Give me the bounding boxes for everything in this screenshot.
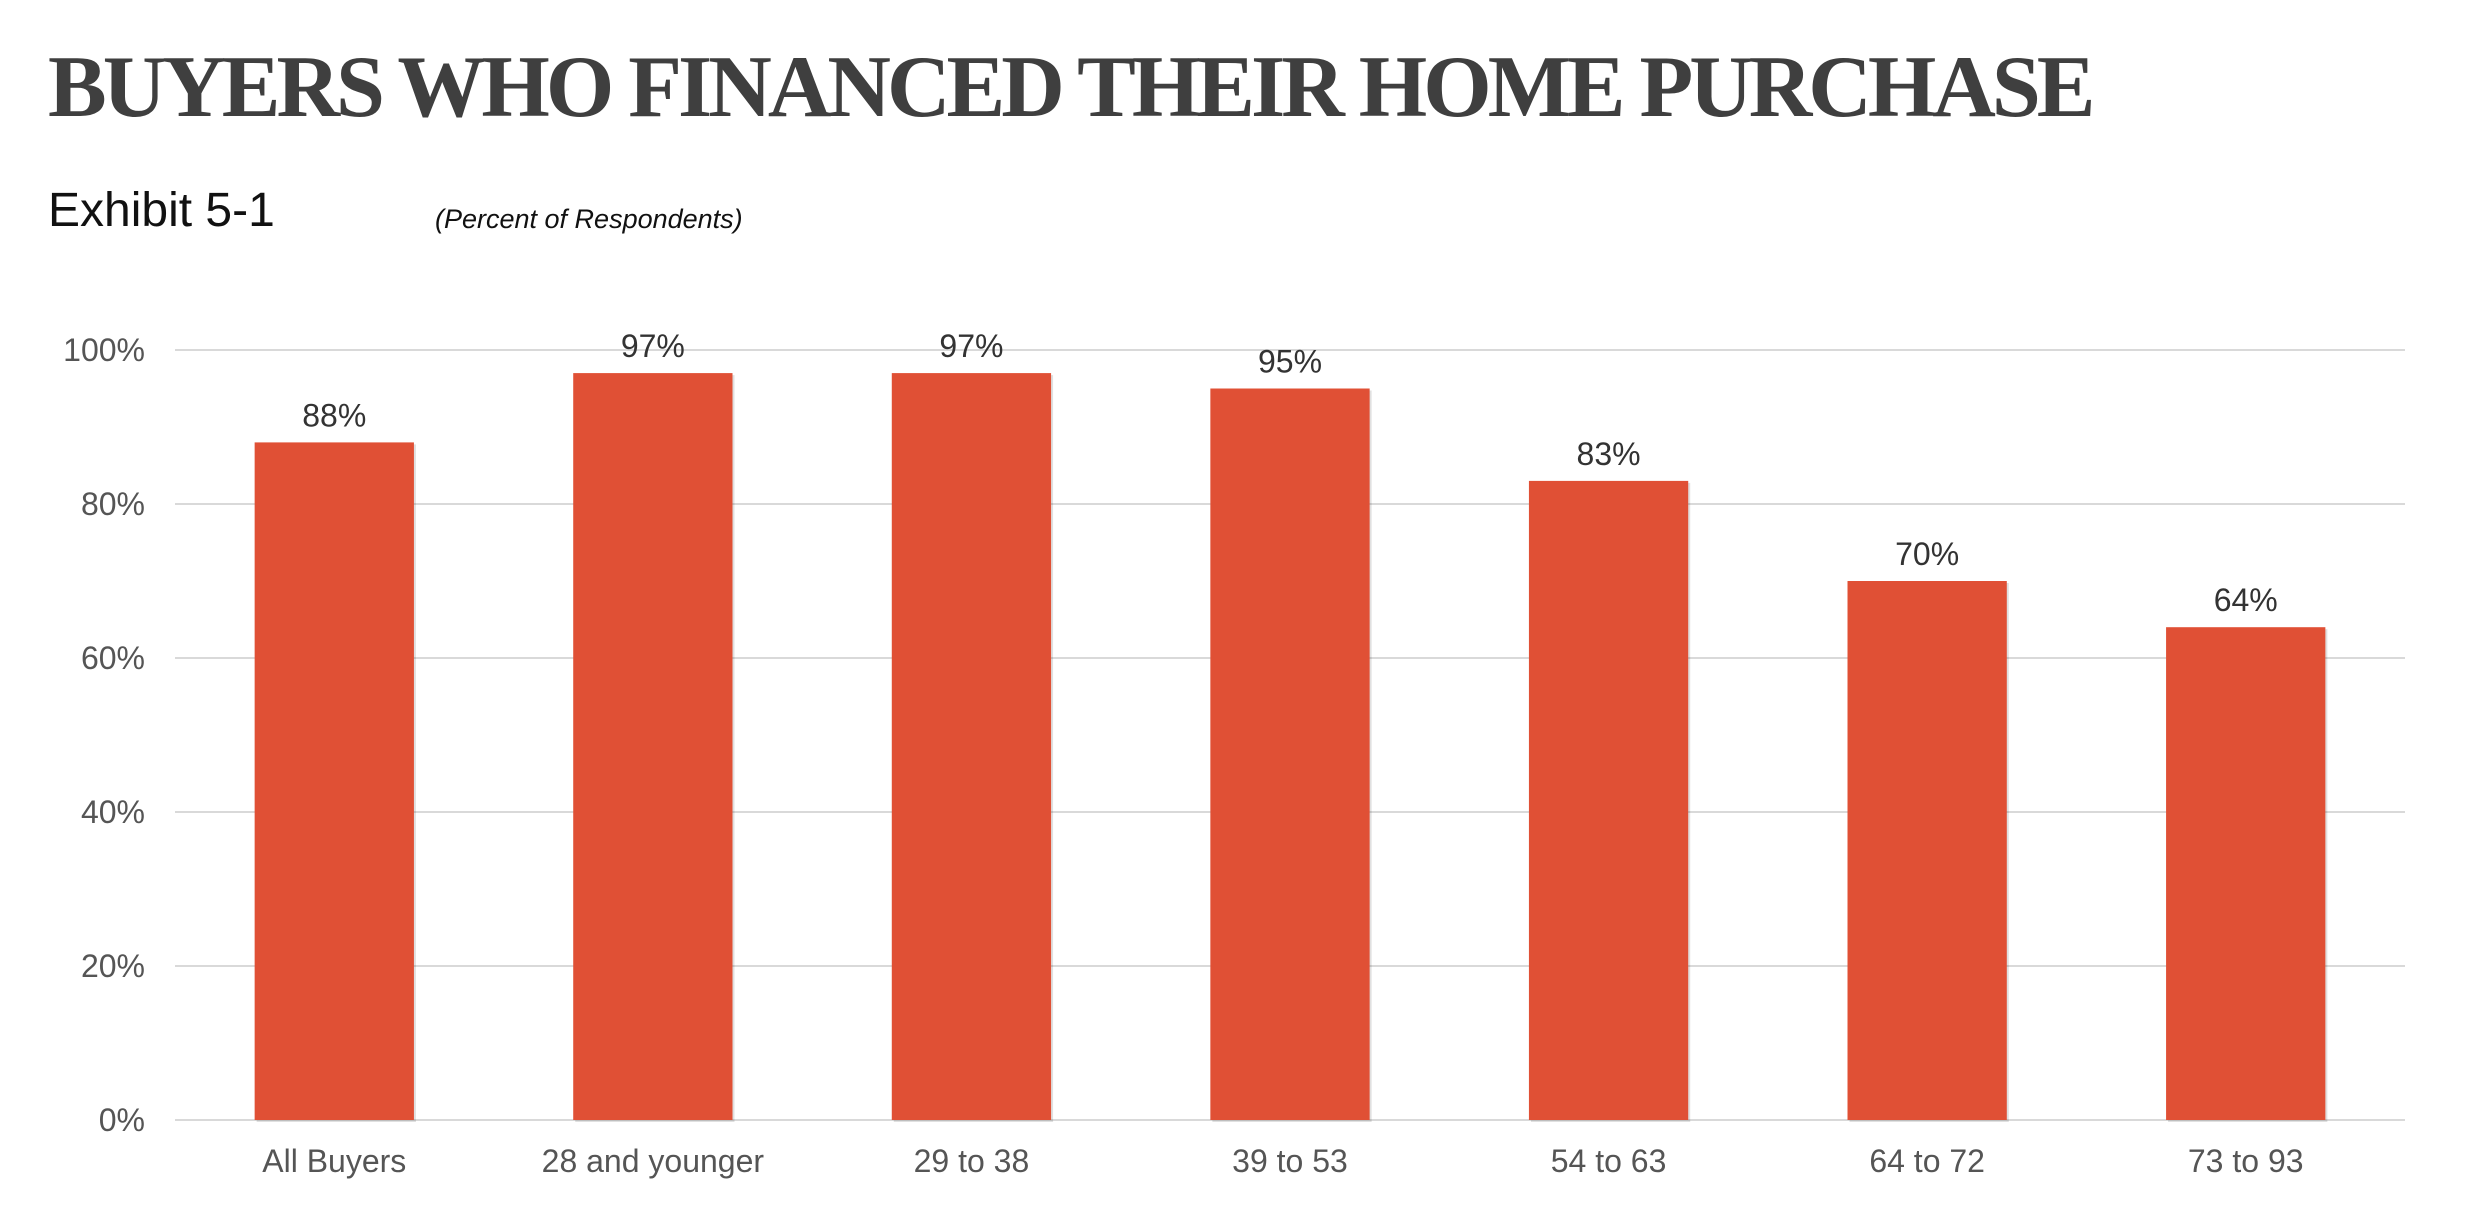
- x-category-label: 29 to 38: [914, 1143, 1030, 1179]
- bar: [1847, 581, 2007, 1120]
- exhibit-label: Exhibit 5-1: [48, 184, 275, 237]
- bars: [254, 373, 2328, 1123]
- bar-value-label: 83%: [1577, 436, 1641, 472]
- bar: [1528, 480, 1689, 1120]
- y-tick-label: 40%: [81, 794, 145, 830]
- bar-value-label: 64%: [2214, 582, 2278, 618]
- bar: [573, 373, 733, 1121]
- x-category-label: 73 to 93: [2188, 1143, 2304, 1179]
- bar: [891, 373, 1052, 1121]
- bar-value-label: 95%: [1258, 344, 1322, 380]
- y-tick-label: 20%: [81, 948, 145, 984]
- bar-value-label: 97%: [621, 328, 685, 364]
- bar-value-labels: 88% 97% 97% 95% 83% 70% 64%: [302, 328, 2277, 618]
- bar-value-label: 97%: [939, 328, 1003, 364]
- x-axis-category-labels: All Buyers 28 and younger 29 to 38 39 to 53…: [262, 1143, 2303, 1179]
- y-tick-label: 100%: [63, 332, 145, 368]
- bar-value-label: 88%: [302, 397, 366, 433]
- y-tick-label: 80%: [81, 486, 145, 522]
- chart-subtitle: (Percent of Respondents): [435, 204, 743, 234]
- bar: [254, 442, 414, 1120]
- x-category-label: 64 to 72: [1869, 1143, 1985, 1179]
- y-tick-label: 60%: [81, 640, 145, 676]
- x-category-label: 54 to 63: [1551, 1143, 1667, 1179]
- x-category-label: 28 and younger: [542, 1143, 765, 1179]
- bar: [2166, 627, 2326, 1120]
- bar: [1210, 388, 1370, 1120]
- y-tick-label: 0%: [99, 1102, 145, 1138]
- page-title: BUYERS WHO FINANCED THEIR HOME PURCHASE: [48, 39, 2095, 136]
- y-axis-tick-labels: 0% 20% 40% 60% 80% 100%: [63, 332, 145, 1138]
- bar-value-label: 70%: [1895, 536, 1959, 572]
- x-category-label: 39 to 53: [1232, 1143, 1348, 1179]
- x-category-label: All Buyers: [262, 1143, 406, 1179]
